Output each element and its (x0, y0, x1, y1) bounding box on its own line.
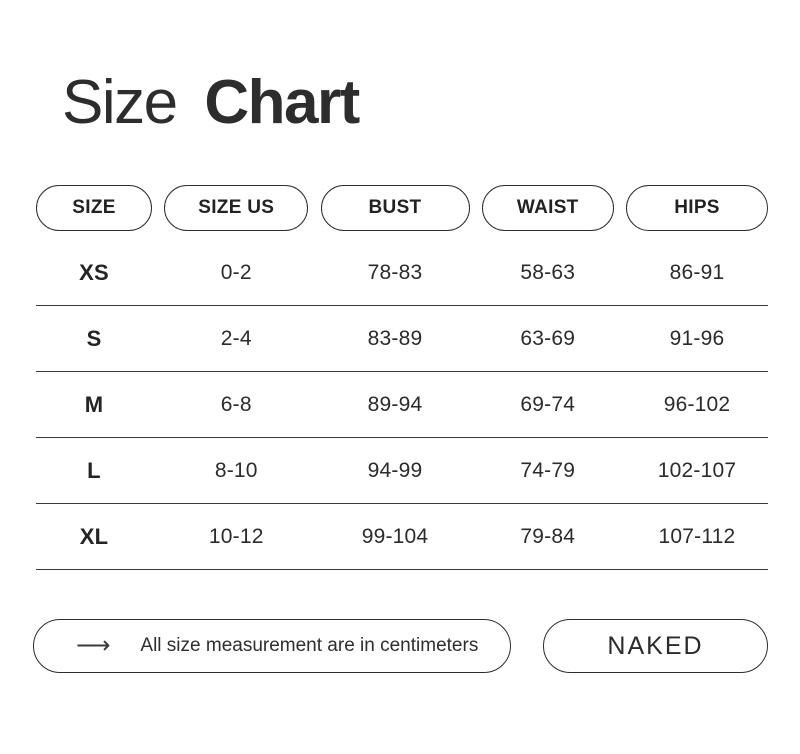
cell-waist: 74-79 (520, 458, 576, 482)
measurement-note-pill: ⟶ All size measurement are in centimeter… (33, 619, 511, 673)
cell-waist: 79-84 (520, 524, 576, 548)
cell-hips: 86-91 (669, 260, 725, 284)
table-row-xl: XL 10-12 99-104 79-84 107-112 (36, 504, 768, 570)
page-title-bold: Chart (204, 68, 360, 137)
page-title: Size Chart (62, 70, 800, 135)
cell-size: XS (79, 259, 109, 285)
cell-hips: 91-96 (669, 326, 725, 350)
column-header-size-label: SIZE (72, 197, 116, 218)
column-header-bust-label: BUST (368, 197, 422, 218)
measurement-note-text: All size measurement are in centimeters (140, 635, 479, 656)
cell-bust: 99-104 (361, 524, 429, 548)
column-header-size-us: SIZE US (164, 185, 309, 231)
cell-size: M (84, 391, 104, 417)
column-header-hips: HIPS (626, 185, 768, 231)
cell-bust: 89-94 (367, 392, 423, 416)
table-header-row: SIZE SIZE US BUST WAIST HIPS (36, 185, 768, 231)
table-row-s: S 2-4 83-89 63-69 91-96 (36, 306, 768, 372)
cell-waist: 69-74 (520, 392, 576, 416)
table-row-m: M 6-8 89-94 69-74 96-102 (36, 372, 768, 438)
cell-hips: 107-112 (658, 524, 736, 548)
cell-size-us: 10-12 (208, 524, 264, 548)
column-header-size-us-label: SIZE US (198, 197, 275, 218)
cell-size: S (86, 325, 102, 351)
cell-size-us: 8-10 (214, 458, 258, 482)
brand-name: NAKED (607, 631, 704, 660)
cell-hips: 96-102 (663, 392, 731, 416)
cell-size: L (87, 457, 101, 483)
cell-waist: 63-69 (520, 326, 576, 350)
cell-size-us: 2-4 (220, 326, 252, 350)
cell-bust: 78-83 (367, 260, 423, 284)
cell-size-us: 0-2 (220, 260, 252, 284)
table-row-l: L 8-10 94-99 74-79 102-107 (36, 438, 768, 504)
cell-waist: 58-63 (520, 260, 576, 284)
table-row-xs: XS 0-2 78-83 58-63 86-91 (36, 240, 768, 306)
footer: ⟶ All size measurement are in centimeter… (33, 619, 768, 673)
right-arrow-icon: ⟶ (76, 631, 111, 659)
column-header-hips-label: HIPS (674, 197, 720, 218)
column-header-waist: WAIST (481, 185, 614, 231)
cell-bust: 94-99 (367, 458, 423, 482)
table-body: XS 0-2 78-83 58-63 86-91 S 2-4 83-89 63-… (36, 240, 768, 570)
page-title-regular: Size (62, 68, 178, 137)
cell-size: XL (79, 523, 109, 549)
column-header-size: SIZE (36, 185, 152, 231)
brand-pill: NAKED (543, 619, 768, 673)
cell-size-us: 6-8 (220, 392, 252, 416)
column-header-bust: BUST (320, 185, 470, 231)
cell-bust: 83-89 (367, 326, 423, 350)
column-header-waist-label: WAIST (516, 197, 579, 218)
cell-hips: 102-107 (657, 458, 737, 482)
size-table: SIZE SIZE US BUST WAIST HIPS XS 0-2 78-8… (36, 185, 768, 570)
